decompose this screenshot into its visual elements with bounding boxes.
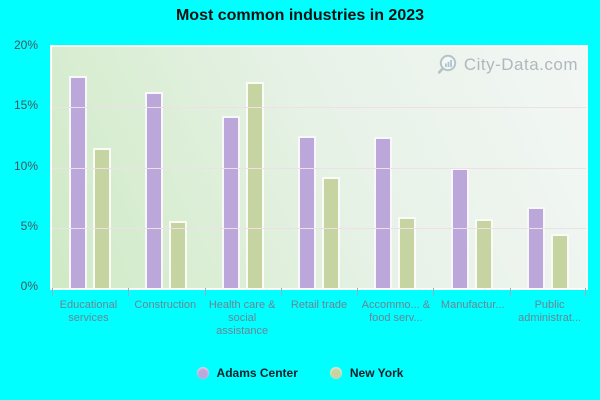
y-tick-label: 15% <box>13 98 38 113</box>
watermark: City-Data.com <box>437 53 578 77</box>
y-tick-label: 10% <box>13 158 38 173</box>
legend-label: New York <box>349 366 404 380</box>
x-axis-tick <box>433 288 435 296</box>
y-tick-label: 5% <box>20 218 38 233</box>
legend-item-adams-center: Adams Center <box>196 366 298 380</box>
x-axis-tick <box>128 288 130 296</box>
x-axis-labels: Educational services Construction Health c… <box>50 299 588 338</box>
bar-group-health-care-social-assistance <box>205 47 281 288</box>
bar-new-york <box>245 81 264 288</box>
legend-color-dot <box>196 367 209 379</box>
x-axis-label-educational-services: Educational services <box>59 299 118 324</box>
x-axis-label-public-administrat: Public administrat... <box>518 299 582 324</box>
bar-group-retail-trade <box>281 47 357 288</box>
bar-adams-center <box>374 137 393 288</box>
bar-new-york <box>169 220 188 288</box>
x-axis-tick <box>357 288 359 296</box>
legend: Adams Center New York <box>0 366 600 380</box>
x-axis-tick <box>52 288 53 296</box>
x-axis-label-accommo-food-serv: Accommo... & food serv... <box>361 299 431 324</box>
legend-item-new-york: New York <box>329 366 404 380</box>
gridline <box>52 227 586 229</box>
bar-adams-center <box>297 136 316 288</box>
bar-group-public-administrat <box>510 47 586 288</box>
magnifier-bar-chart-icon <box>437 53 461 77</box>
gridline <box>52 107 586 109</box>
x-axis-label-health-care-social-assistance: Health care & social assistance <box>208 299 276 337</box>
y-tick-label: 0% <box>20 279 38 293</box>
bar-group-construction <box>128 47 204 288</box>
bar-new-york <box>398 216 417 288</box>
x-axis-tick <box>509 288 511 296</box>
bar-series-container <box>52 47 586 288</box>
bar-new-york <box>474 219 493 288</box>
legend-color-dot <box>329 367 342 379</box>
plot-area: City-Data.com <box>50 45 588 296</box>
bar-group-educational-services <box>52 47 128 288</box>
legend-label: Adams Center <box>216 366 298 380</box>
bar-adams-center <box>526 207 545 288</box>
x-axis-label-retail-trade: Retail trade <box>290 299 348 311</box>
x-axis-tick <box>280 288 282 296</box>
bar-new-york <box>93 148 112 288</box>
y-tick-label: 20% <box>13 38 38 52</box>
x-axis-tick <box>585 288 586 296</box>
bar-adams-center <box>221 115 240 288</box>
bar-group-accommo-food-serv <box>357 47 433 288</box>
bar-new-york <box>321 177 340 288</box>
chart-title: Most common industries in 2023 <box>175 7 425 24</box>
x-axis-tick <box>204 288 206 296</box>
watermark-text: City-Data.com <box>463 55 578 74</box>
bar-new-york <box>550 233 569 288</box>
gridline <box>52 167 586 169</box>
y-axis: 20% 15% 10% 5% 0% <box>0 38 44 293</box>
x-axis-label-manufactur: Manufactur... <box>440 299 505 311</box>
bar-adams-center <box>145 91 164 288</box>
bar-adams-center <box>69 75 88 288</box>
x-axis-label-construction: Construction <box>134 299 197 311</box>
